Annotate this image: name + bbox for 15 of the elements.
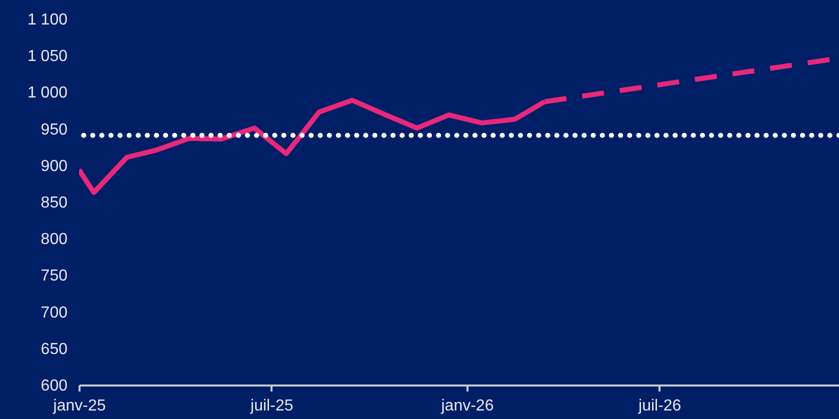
y-tick-label: 1 000 bbox=[27, 84, 68, 102]
y-tick-label: 700 bbox=[40, 304, 68, 322]
y-tick-label: 1 050 bbox=[27, 48, 68, 66]
y-tick-label: 950 bbox=[40, 121, 68, 138]
y-tick-label: 1 100 bbox=[27, 12, 68, 28]
y-tick-label: 800 bbox=[40, 231, 68, 248]
x-tick-label: janv-25 bbox=[52, 398, 106, 414]
y-tick-label: 900 bbox=[40, 158, 68, 175]
y-tick-label: 750 bbox=[40, 268, 68, 285]
y-tick-label: 650 bbox=[40, 340, 68, 358]
x-tick-label: juil-26 bbox=[638, 398, 682, 414]
x-tick-label: janv-26 bbox=[440, 398, 494, 414]
x-tick-label: juil-25 bbox=[250, 398, 294, 414]
y-tick-label: 600 bbox=[40, 378, 68, 394]
y-tick-label: 850 bbox=[40, 194, 68, 212]
